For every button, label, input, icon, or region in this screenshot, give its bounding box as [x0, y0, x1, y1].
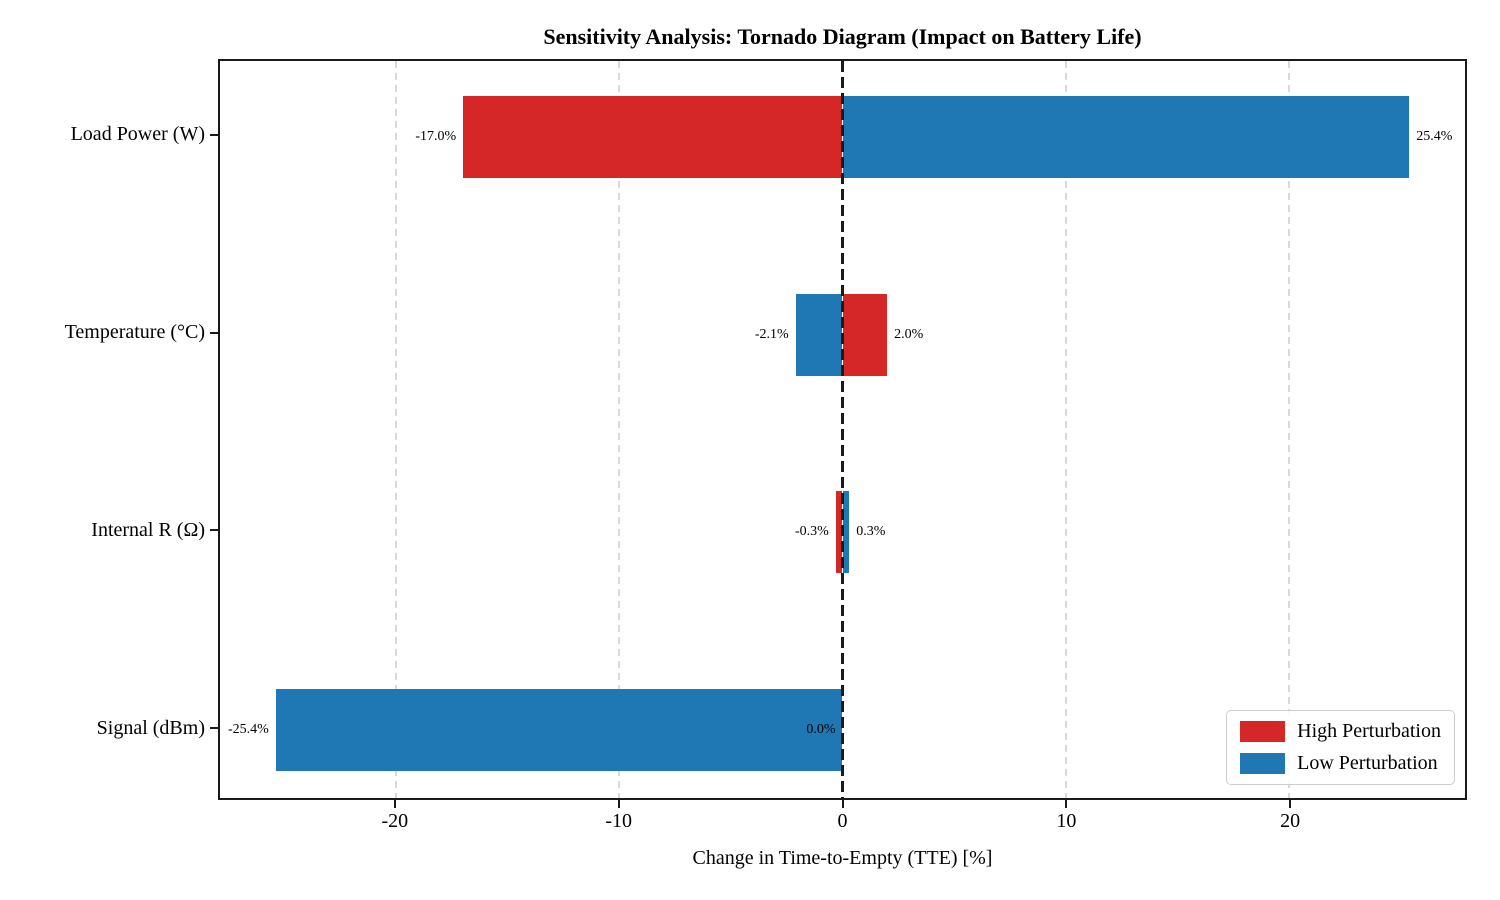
- bar-high: [463, 95, 843, 178]
- bar-low: [842, 95, 1410, 178]
- bar-high: [842, 293, 888, 376]
- x-tick-mark: [1289, 799, 1292, 808]
- bar-low: [842, 491, 850, 574]
- bar-value-label: 2.0%: [894, 326, 924, 342]
- y-axis-labels: Load Power (W) Temperature (°C) Internal R…: [0, 59, 205, 800]
- legend-item-high-perturbation: High Perturbation: [1240, 720, 1441, 743]
- legend: High Perturbation Low Perturbation: [1226, 710, 1455, 785]
- bar-value-label: 0.3%: [856, 524, 886, 540]
- x-gridline: [618, 61, 621, 798]
- bar-high: [835, 491, 843, 574]
- x-gridline: [1287, 61, 1290, 798]
- x-tick-label: 10: [1056, 810, 1077, 832]
- legend-label-high-perturbation: High Perturbation: [1297, 720, 1441, 742]
- bar-value-label: -17.0%: [415, 128, 457, 144]
- y-tick-label: Signal (dBm): [96, 716, 205, 739]
- x-tick-label: 0: [837, 810, 848, 832]
- y-tick-mark: [210, 727, 219, 730]
- y-tick-label: Internal R (Ω): [91, 518, 205, 541]
- x-axis-label: Change in Time-to-Empty (TTE) [%]: [692, 847, 993, 869]
- chart-title: Sensitivity Analysis: Tornado Diagram (I…: [543, 24, 1142, 49]
- x-tick-mark: [841, 799, 844, 808]
- plot-area: -17.0% 25.4% 2.0% -2.1% -0.3% 0.3% 0.0% -25.4% …: [218, 59, 1467, 800]
- x-tick-mark: [617, 799, 620, 808]
- x-tick-mark: [1065, 799, 1068, 808]
- y-tick-mark: [210, 133, 219, 136]
- legend-item-low-perturbation: Low Perturbation: [1240, 752, 1441, 775]
- y-tick-label: Temperature (°C): [64, 321, 205, 344]
- legend-swatch-low-perturbation: [1240, 753, 1286, 774]
- bar-value-label: -0.3%: [794, 524, 829, 540]
- bar-value-label: 25.4%: [1416, 128, 1453, 144]
- x-tick-label: -20: [381, 810, 409, 832]
- x-tick-label: 20: [1280, 810, 1301, 832]
- bar-low: [275, 689, 843, 772]
- y-tick-mark: [210, 331, 219, 334]
- bar-value-label: 0.0%: [806, 722, 836, 738]
- y-tick-mark: [210, 529, 219, 532]
- x-gridline: [1064, 61, 1067, 798]
- legend-label-low-perturbation: Low Perturbation: [1297, 752, 1438, 774]
- x-gridline: [395, 61, 398, 798]
- bar-value-label: -2.1%: [754, 326, 789, 342]
- x-tick-label: -10: [605, 810, 632, 832]
- zero-baseline: [841, 61, 844, 798]
- bar-low: [795, 293, 843, 376]
- y-tick-label: Load Power (W): [70, 123, 205, 146]
- legend-swatch-high-perturbation: [1240, 721, 1286, 742]
- bar-value-label: -25.4%: [227, 722, 269, 738]
- x-tick-mark: [393, 799, 396, 808]
